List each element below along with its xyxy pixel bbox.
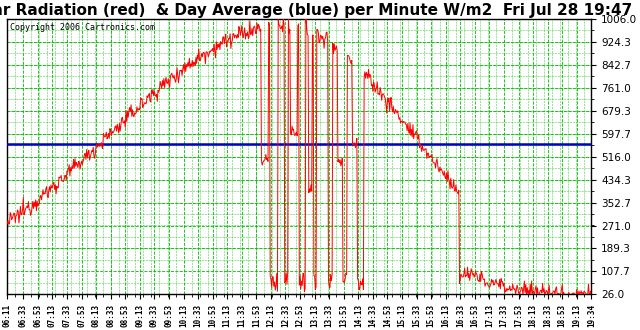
Text: Copyright 2006 Cartronics.com: Copyright 2006 Cartronics.com [10,23,155,32]
Title: Solar Radiation (red)  & Day Average (blue) per Minute W/m2  Fri Jul 28 19:47: Solar Radiation (red) & Day Average (blu… [0,3,632,18]
